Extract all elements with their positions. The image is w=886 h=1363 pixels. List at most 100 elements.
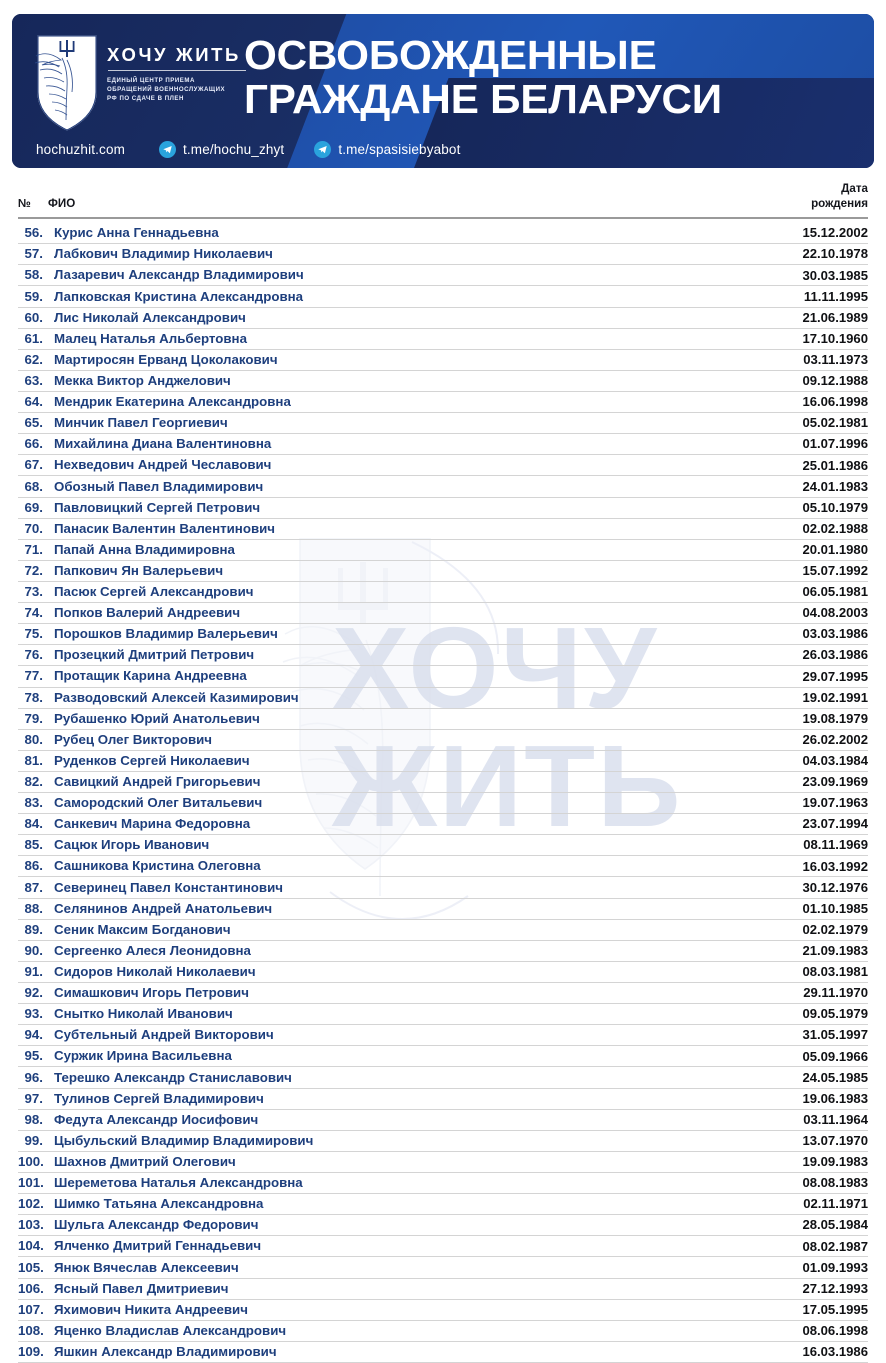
row-date-of-birth: 03.03.1986 bbox=[802, 626, 868, 642]
row-full-name: Шимко Татьяна Александровна bbox=[54, 1196, 264, 1212]
row-number: 56. bbox=[24, 225, 44, 241]
row-number: 77. bbox=[24, 668, 44, 684]
row-date-of-birth: 17.05.1995 bbox=[802, 1301, 868, 1317]
row-date-of-birth: 06.05.1981 bbox=[802, 584, 868, 600]
row-date-of-birth: 16.03.1986 bbox=[802, 1344, 868, 1360]
row-date-of-birth: 25.01.1986 bbox=[802, 457, 868, 473]
row-full-name: Мартиросян Ерванд Цоколакович bbox=[54, 351, 278, 367]
row-date-of-birth: 19.08.1979 bbox=[802, 710, 868, 726]
telegram-channel-link[interactable]: t.me/hochu_zhyt bbox=[159, 141, 284, 158]
table-row: 70. Панасик Валентин Валентинович 02.02.19… bbox=[18, 518, 868, 540]
row-number: 82. bbox=[24, 774, 44, 790]
row-full-name: Яшкин Александр Владимирович bbox=[54, 1343, 277, 1359]
row-number: 69. bbox=[24, 499, 44, 515]
table-row: 91. Сидоров Николай Николаевич 08.03.1981 bbox=[18, 961, 868, 983]
row-full-name: Янюк Вячеслав Алексеевич bbox=[54, 1259, 239, 1275]
header-banner: ХОЧУ ЖИТЬ ЕДИНЫЙ ЦЕНТР ПРИЕМА ОБРАЩЕНИЙ … bbox=[12, 14, 874, 168]
row-number: 70. bbox=[24, 520, 44, 536]
row-number: 102. bbox=[18, 1196, 44, 1212]
table-row: 59. Лапковская Кристина Александровна 11.1… bbox=[18, 286, 868, 308]
row-number: 109. bbox=[18, 1343, 44, 1359]
row-date-of-birth: 03.11.1964 bbox=[803, 1111, 868, 1127]
row-full-name: Сашникова Кристина Олеговна bbox=[54, 858, 261, 874]
released-citizens-table-container: № ФИО Дата рождения 56. Курис Анна Геннад… bbox=[18, 182, 868, 1363]
row-full-name: Рубашенко Юрий Анатольевич bbox=[54, 710, 260, 726]
row-number: 98. bbox=[24, 1111, 44, 1127]
row-date-of-birth: 05.02.1981 bbox=[802, 415, 868, 431]
row-full-name: Терешко Александр Станиславович bbox=[54, 1069, 292, 1085]
table-row: 77. Протащик Карина Андреевна 29.07.1995 bbox=[18, 666, 868, 687]
table-row: 94. Субтельный Андрей Викторович 31.05.199… bbox=[18, 1025, 868, 1046]
table-header-row: № ФИО Дата рождения bbox=[18, 182, 868, 219]
table-row: 93. Снытко Николай Иванович 09.05.1979 bbox=[18, 1004, 868, 1025]
row-full-name: Прозецкий Дмитрий Петрович bbox=[54, 647, 255, 663]
table-row: 82. Савицкий Андрей Григорьевич 23.09.1969 bbox=[18, 771, 868, 793]
row-full-name: Шахнов Дмитрий Олегович bbox=[54, 1154, 236, 1169]
row-full-name: Симашкович Игорь Петрович bbox=[54, 985, 249, 1001]
table-row: 83. Самородский Олег Витальевич 19.07.1963 bbox=[18, 793, 868, 814]
row-date-of-birth: 16.06.1998 bbox=[802, 394, 868, 410]
row-date-of-birth: 23.07.1994 bbox=[802, 816, 868, 832]
row-date-of-birth: 04.08.2003 bbox=[802, 605, 868, 621]
logo-subtitle-line-1: ЕДИНЫЙ ЦЕНТР ПРИЕМА bbox=[107, 76, 195, 84]
row-date-of-birth: 24.05.1985 bbox=[802, 1069, 868, 1085]
table-row: 88. Селянинов Андрей Анатольевич 01.10.198… bbox=[18, 898, 868, 920]
table-row: 73. Пасюк Сергей Александрович 06.05.1981 bbox=[18, 581, 868, 603]
row-full-name: Тулинов Сергей Владимирович bbox=[54, 1090, 264, 1106]
row-number: 60. bbox=[24, 309, 44, 325]
telegram-bot-label: t.me/spasisiebyabot bbox=[338, 142, 461, 157]
row-full-name: Руденков Сергей Николаевич bbox=[54, 752, 250, 768]
row-full-name: Лазаревич Александр Владимирович bbox=[54, 267, 304, 283]
table-row: 62. Мартиросян Ерванд Цоколакович 03.11.19… bbox=[18, 349, 868, 371]
table-row: 106. Ясный Павел Дмитриевич 27.12.1993 bbox=[18, 1278, 868, 1300]
page-title-line-2: ГРАЖДАНЕ БЕЛАРУСИ bbox=[244, 75, 722, 122]
column-header-date-line-2: рождения bbox=[811, 196, 868, 210]
row-date-of-birth: 28.05.1984 bbox=[802, 1217, 868, 1233]
table-row: 85. Сацюк Игорь Иванович 08.11.1969 bbox=[18, 835, 868, 856]
row-number: 105. bbox=[18, 1259, 44, 1275]
row-date-of-birth: 01.09.1993 bbox=[802, 1259, 868, 1275]
row-full-name: Мекка Виктор Анджелович bbox=[54, 372, 231, 388]
row-number: 99. bbox=[24, 1132, 44, 1148]
row-date-of-birth: 08.06.1998 bbox=[802, 1322, 868, 1338]
row-date-of-birth: 19.02.1991 bbox=[802, 689, 868, 705]
row-number: 104. bbox=[18, 1238, 44, 1254]
row-number: 80. bbox=[24, 731, 44, 747]
row-date-of-birth: 19.06.1983 bbox=[802, 1090, 868, 1106]
row-date-of-birth: 22.10.1978 bbox=[802, 246, 868, 262]
row-date-of-birth: 26.02.2002 bbox=[802, 731, 868, 747]
row-date-of-birth: 01.10.1985 bbox=[802, 900, 868, 916]
row-number: 95. bbox=[24, 1048, 44, 1064]
row-number: 84. bbox=[24, 816, 44, 832]
telegram-bot-link[interactable]: t.me/spasisiebyabot bbox=[314, 141, 460, 158]
table-row: 74. Попков Валерий Андреевич 04.08.2003 bbox=[18, 603, 868, 624]
row-number: 79. bbox=[24, 710, 44, 726]
logo-divider bbox=[108, 69, 246, 71]
row-date-of-birth: 13.07.1970 bbox=[802, 1133, 868, 1148]
table-row: 66. Михайлина Диана Валентиновна 01.07.199… bbox=[18, 434, 868, 455]
table-row: 103. Шульга Александр Федорович 28.05.1984 bbox=[18, 1215, 868, 1236]
table-row: 108. Яценко Владислав Александрович 08.06.… bbox=[18, 1320, 868, 1342]
row-date-of-birth: 17.10.1960 bbox=[802, 330, 868, 346]
row-full-name: Рубец Олег Викторович bbox=[54, 731, 213, 747]
table-row: 58. Лазаревич Александр Владимирович 30.03… bbox=[18, 265, 868, 286]
row-number: 66. bbox=[24, 436, 44, 452]
row-date-of-birth: 08.08.1983 bbox=[802, 1175, 868, 1191]
table-row: 102. Шимко Татьяна Александровна 02.11.197… bbox=[18, 1194, 868, 1215]
row-full-name: Пасюк Сергей Александрович bbox=[54, 584, 254, 600]
row-number: 94. bbox=[24, 1027, 44, 1043]
row-full-name: Федута Александр Иосифович bbox=[54, 1111, 259, 1127]
row-date-of-birth: 03.11.1973 bbox=[803, 351, 868, 367]
row-number: 103. bbox=[18, 1217, 44, 1233]
row-number: 90. bbox=[24, 942, 44, 958]
table-row: 84. Санкевич Марина Федоровна 23.07.1994 bbox=[18, 814, 868, 835]
table-row: 104. Ялченко Дмитрий Геннадьевич 08.02.198… bbox=[18, 1236, 868, 1257]
row-full-name: Савицкий Андрей Григорьевич bbox=[54, 774, 261, 790]
row-full-name: Разводовский Алексей Казимирович bbox=[54, 689, 299, 705]
telegram-icon bbox=[314, 141, 332, 158]
row-full-name: Самородский Олег Витальевич bbox=[54, 795, 263, 811]
table-row: 87. Северинец Павел Константинович 30.12.1… bbox=[18, 877, 868, 899]
row-full-name: Суржик Ирина Васильевна bbox=[54, 1048, 232, 1064]
website-link[interactable]: hochuzhit.com bbox=[36, 142, 125, 157]
row-number: 92. bbox=[24, 985, 44, 1001]
